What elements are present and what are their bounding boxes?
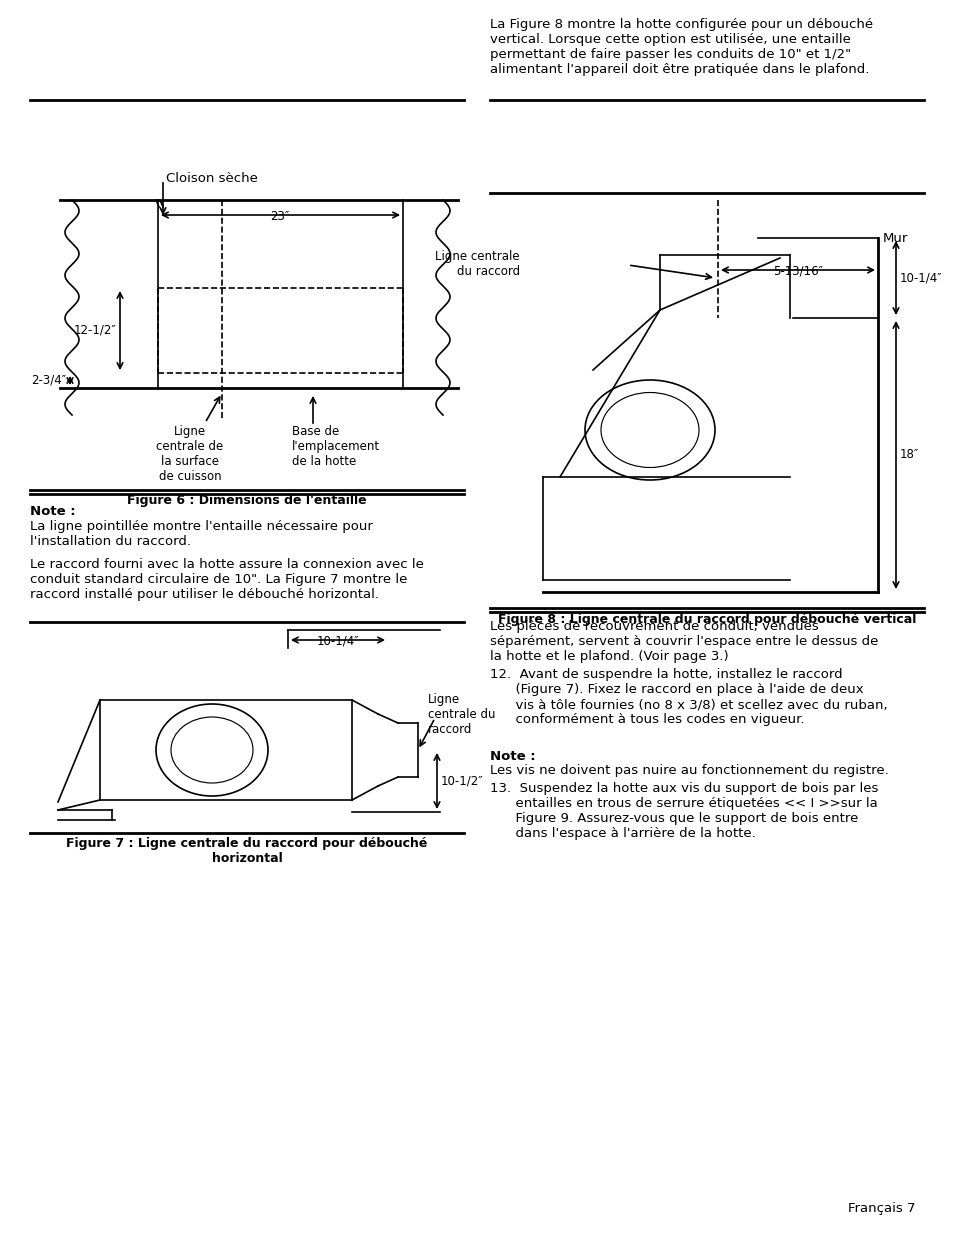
- Text: 10-1/2″: 10-1/2″: [440, 774, 483, 788]
- Text: Ligne
centrale du
raccord: Ligne centrale du raccord: [428, 693, 495, 736]
- Text: Figure 8 : Ligne centrale du raccord pour débouché vertical: Figure 8 : Ligne centrale du raccord pou…: [497, 613, 915, 626]
- Text: 10-1/4″: 10-1/4″: [316, 635, 359, 648]
- Text: 18″: 18″: [899, 448, 919, 462]
- Text: Base de
l'emplacement
de la hotte: Base de l'emplacement de la hotte: [292, 425, 379, 468]
- Text: Note :: Note :: [490, 750, 535, 763]
- Text: 23″: 23″: [270, 210, 290, 224]
- Text: Figure 7 : Ligne centrale du raccord pour débouché: Figure 7 : Ligne centrale du raccord pou…: [67, 837, 427, 850]
- Text: Le raccord fourni avec la hotte assure la connexion avec le
conduit standard cir: Le raccord fourni avec la hotte assure l…: [30, 558, 423, 601]
- Text: La ligne pointillée montre l'entaille nécessaire pour
l'installation du raccord.: La ligne pointillée montre l'entaille né…: [30, 520, 373, 548]
- Text: Ligne
centrale de
la surface
de cuisson: Ligne centrale de la surface de cuisson: [156, 425, 223, 483]
- Text: La Figure 8 montre la hotte configurée pour un débouché
vertical. Lorsque cette : La Figure 8 montre la hotte configurée p…: [490, 19, 872, 77]
- Text: Les pièces de recouvrement de conduit, vendues
séparément, servent à couvrir l'e: Les pièces de recouvrement de conduit, v…: [490, 620, 878, 663]
- Text: Figure 6 : Dimensions de l'entaille: Figure 6 : Dimensions de l'entaille: [127, 494, 366, 508]
- Text: Ligne centrale
du raccord: Ligne centrale du raccord: [435, 249, 519, 278]
- Text: 2-3/4″: 2-3/4″: [30, 373, 66, 387]
- Text: Les vis ne doivent pas nuire au fonctionnement du registre.: Les vis ne doivent pas nuire au fonction…: [490, 764, 888, 777]
- Text: 12-1/2″: 12-1/2″: [73, 324, 116, 336]
- Text: Cloison sèche: Cloison sèche: [166, 172, 257, 185]
- Text: 12.  Avant de suspendre la hotte, installez le raccord
      (Figure 7). Fixez l: 12. Avant de suspendre la hotte, install…: [490, 668, 886, 726]
- Text: Mur: Mur: [882, 232, 907, 245]
- Text: 13.  Suspendez la hotte aux vis du support de bois par les
      entailles en tr: 13. Suspendez la hotte aux vis du suppor…: [490, 782, 878, 840]
- Text: 10-1/4″: 10-1/4″: [899, 272, 942, 284]
- Text: horizontal: horizontal: [212, 852, 282, 864]
- Text: 5-13/16″: 5-13/16″: [772, 266, 822, 278]
- Text: Note :: Note :: [30, 505, 75, 517]
- Text: Français 7: Français 7: [847, 1202, 915, 1215]
